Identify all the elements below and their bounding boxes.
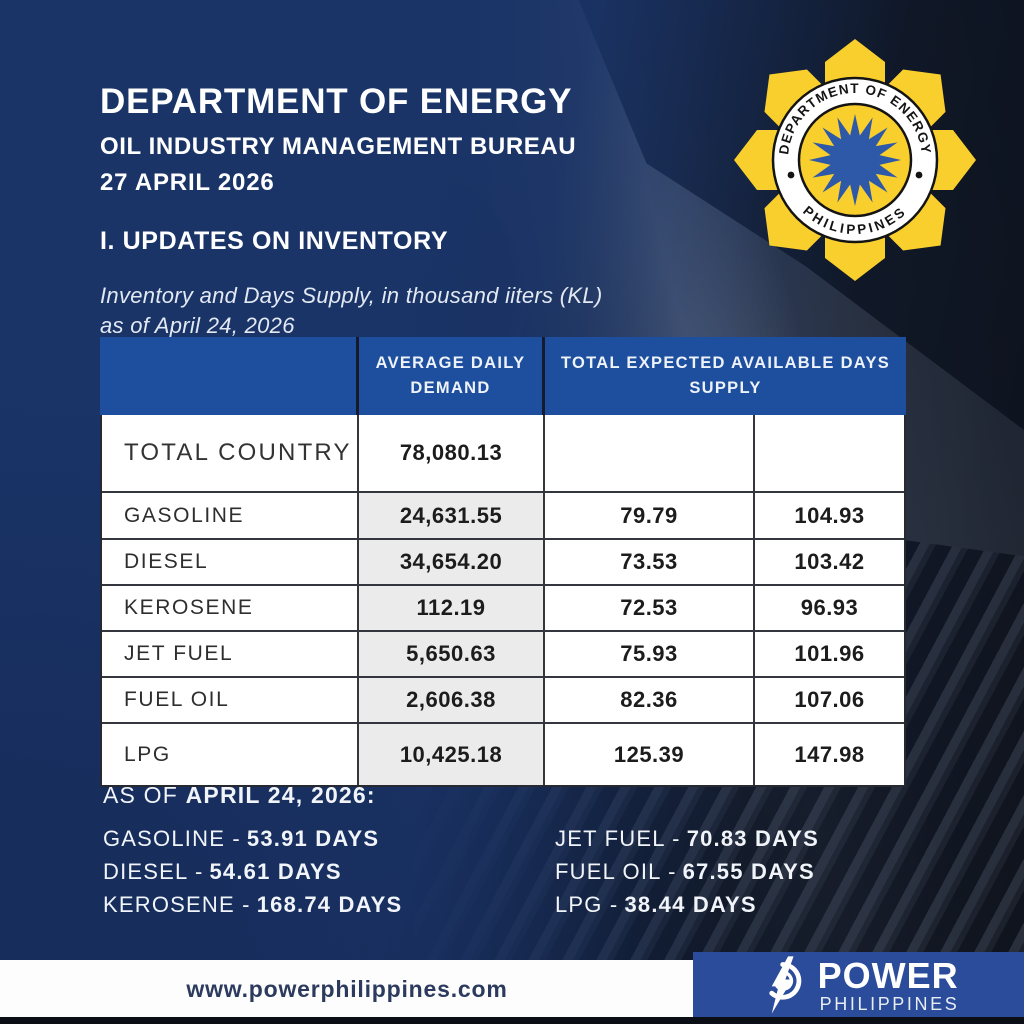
lightning-p-icon: [769, 956, 801, 1014]
row-label: DIESEL: [102, 540, 359, 584]
summary-heading: AS OF APRIL 24, 2026:: [103, 782, 402, 809]
table-row: KEROSENE 112.19 72.53 96.93: [102, 586, 904, 632]
row-days-b: 96.93: [755, 586, 904, 630]
summary-item-value: 38.44 DAYS: [624, 892, 757, 917]
row-demand: 78,080.13: [359, 415, 545, 491]
caption-line-2: as of April 24, 2026: [100, 313, 295, 338]
table-row: TOTAL COUNTRY 78,080.13: [102, 415, 904, 493]
row-demand: 24,631.55: [359, 493, 545, 538]
summary-item: DIESEL -54.61 DAYS: [103, 855, 402, 888]
page-title: DEPARTMENT OF ENERGY: [100, 82, 573, 121]
row-days-b: 104.93: [755, 493, 904, 538]
power-philippines-logo: POWER PHILIPPINES: [693, 952, 1024, 1018]
summary-item: GASOLINE -53.91 DAYS: [103, 822, 402, 855]
website-link[interactable]: www.powerphilippines.com: [186, 975, 508, 1002]
summary-item-value: 168.74 DAYS: [256, 892, 403, 917]
brand-name: POWER: [817, 954, 959, 996]
summary-heading-prefix: AS OF: [103, 782, 179, 808]
table-header-demand: AVERAGE DAILY DEMAND: [359, 337, 545, 415]
row-days-a: 82.36: [545, 678, 755, 722]
row-demand: 5,650.63: [359, 632, 545, 676]
inventory-table: AVERAGE DAILY DEMAND TOTAL EXPECTED AVAI…: [100, 337, 906, 787]
summary-item: FUEL OIL -67.55 DAYS: [555, 855, 819, 888]
summary-item-value: 70.83 DAYS: [686, 826, 819, 851]
summary-item: JET FUEL -70.83 DAYS: [555, 822, 819, 855]
row-days-a: 75.93: [545, 632, 755, 676]
table-row: LPG 10,425.18 125.39 147.98: [102, 724, 904, 785]
doe-seal-icon: DEPARTMENT OF ENERGY PHILIPPINES: [734, 39, 976, 281]
table-row: JET FUEL 5,650.63 75.93 101.96: [102, 632, 904, 678]
row-days-b: 107.06: [755, 678, 904, 722]
summary-item-value: 54.61 DAYS: [209, 859, 342, 884]
summary-heading-date: APRIL 24, 2026:: [185, 782, 376, 808]
summary-item-label: KEROSENE -: [103, 892, 251, 917]
table-row: DIESEL 34,654.20 73.53 103.42: [102, 540, 904, 586]
row-days-a: 79.79: [545, 493, 755, 538]
summary-item-label: GASOLINE -: [103, 826, 241, 851]
summary-item-label: DIESEL -: [103, 859, 204, 884]
row-days-b: 147.98: [755, 724, 904, 785]
footer-bottom-strip: [0, 1017, 1024, 1024]
summary-right-column: JET FUEL -70.83 DAYS FUEL OIL -67.55 DAY…: [555, 822, 819, 921]
row-label: TOTAL COUNTRY: [102, 415, 359, 491]
row-demand: 2,606.38: [359, 678, 545, 722]
row-demand: 10,425.18: [359, 724, 545, 785]
row-days-a: 72.53: [545, 586, 755, 630]
caption-line-1: Inventory and Days Supply, in thousand i…: [100, 283, 603, 308]
brand-subtitle: PHILIPPINES: [819, 993, 960, 1014]
table-row: GASOLINE 24,631.55 79.79 104.93: [102, 493, 904, 540]
summary-item-value: 53.91 DAYS: [246, 826, 380, 851]
row-label: KEROSENE: [102, 586, 359, 630]
bureau-subtitle: OIL INDUSTRY MANAGEMENT BUREAU: [100, 133, 577, 160]
table-header-empty-cell: [100, 337, 359, 415]
summary-item-label: FUEL OIL -: [555, 859, 677, 884]
days-supply-summary: AS OF APRIL 24, 2026: GASOLINE -53.91 DA…: [103, 782, 818, 921]
row-days-b: 103.42: [755, 540, 904, 584]
footer: www.powerphilippines.com POWER PHILIPPIN…: [0, 952, 1024, 1024]
row-days-a: [545, 415, 755, 491]
row-days-b: [755, 415, 904, 491]
row-demand: 112.19: [359, 586, 545, 630]
row-days-b: 101.96: [755, 632, 904, 676]
summary-item-label: JET FUEL -: [555, 826, 681, 851]
header-block: DEPARTMENT OF ENERGY OIL INDUSTRY MANAGE…: [100, 82, 576, 197]
report-date: 27 APRIL 2026: [100, 169, 275, 196]
table-body: TOTAL COUNTRY 78,080.13 GASOLINE 24,631.…: [100, 415, 906, 787]
table-caption: Inventory and Days Supply, in thousand i…: [100, 281, 603, 341]
summary-item: LPG -38.44 DAYS: [555, 888, 819, 921]
row-label: JET FUEL: [102, 632, 359, 676]
table-header-days-supply: TOTAL EXPECTED AVAILABLE DAYS SUPPLY: [560, 354, 891, 397]
summary-left-column: GASOLINE -53.91 DAYS DIESEL -54.61 DAYS …: [103, 822, 402, 921]
table-header-row: AVERAGE DAILY DEMAND TOTAL EXPECTED AVAI…: [100, 337, 906, 415]
row-days-a: 73.53: [545, 540, 755, 584]
summary-item-value: 67.55 DAYS: [682, 859, 815, 884]
section-heading: I. UPDATES ON INVENTORY: [100, 227, 449, 255]
summary-item: KEROSENE -168.74 DAYS: [103, 888, 402, 921]
row-label: GASOLINE: [102, 493, 359, 538]
row-demand: 34,654.20: [359, 540, 545, 584]
summary-item-label: LPG -: [555, 892, 619, 917]
table-row: FUEL OIL 2,606.38 82.36 107.06: [102, 678, 904, 724]
row-label: FUEL OIL: [102, 678, 359, 722]
row-days-a: 125.39: [545, 724, 755, 785]
row-label: LPG: [102, 724, 359, 785]
